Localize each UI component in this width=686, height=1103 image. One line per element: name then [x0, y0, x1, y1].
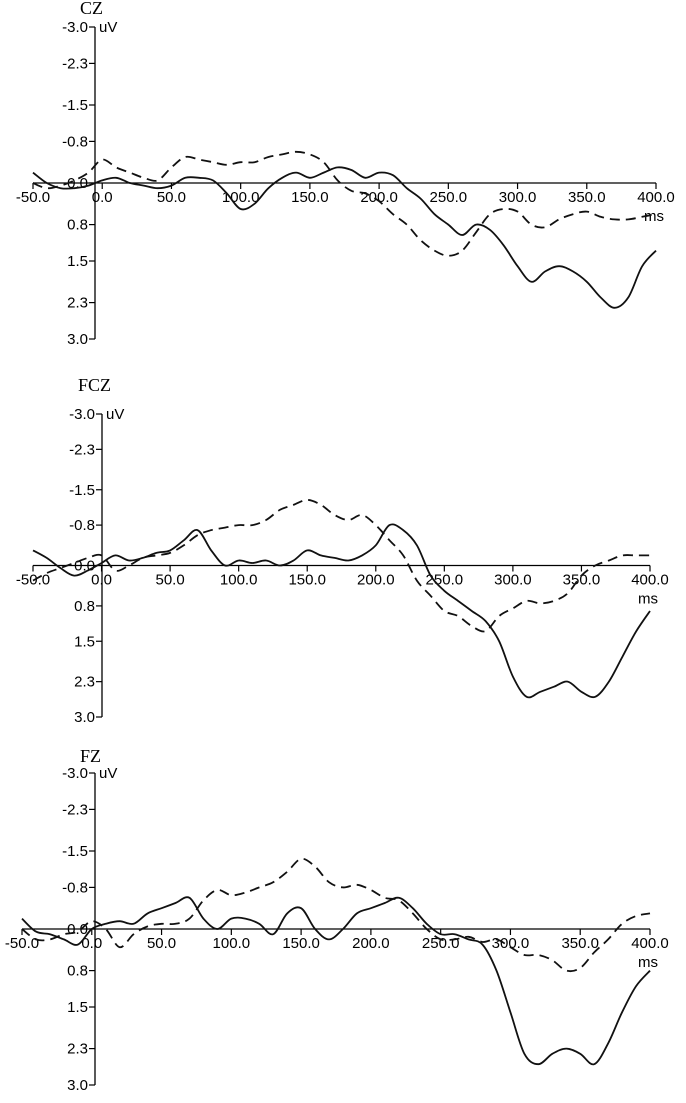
x-tick-label: -50.0: [5, 935, 39, 952]
y-tick-label: -1.5: [62, 843, 88, 860]
x-tick-label: 50.0: [157, 189, 186, 206]
erp-panel-cz: CZ-3.0-2.3-1.5-0.80.00.81.52.33.0-50.0 0.…: [16, 0, 675, 348]
x-tick-label: 150.0: [282, 935, 320, 952]
y-tick-label: -2.3: [69, 441, 95, 458]
x-unit-label: ms: [638, 591, 658, 608]
dashed-waveform: [32, 498, 650, 633]
solid-waveform: [21, 896, 651, 1066]
x-tick-label: 250.0: [430, 189, 468, 206]
x-tick-label: 350.0: [563, 572, 601, 589]
y-tick-label: -2.3: [62, 801, 88, 818]
dashed-waveform: [21, 857, 651, 973]
y-tick-label: -0.8: [69, 517, 95, 534]
x-tick-label: 100.0: [220, 572, 258, 589]
x-tick-label: 400.0: [637, 189, 675, 206]
y-tick-label: 2.3: [67, 1041, 88, 1058]
x-tick-label: 300.0: [499, 189, 537, 206]
y-tick-label: 1.5: [74, 633, 95, 650]
x-tick-label: 250.0: [422, 935, 460, 952]
erp-panel-fz: FZ-3.0-2.3-1.5-0.80.00.81.52.33.0-50.0 0.…: [5, 746, 669, 1094]
x-tick-label: 100.0: [222, 189, 260, 206]
solid-waveform: [32, 166, 657, 309]
x-tick-label: 150.0: [291, 189, 329, 206]
y-tick-label: 2.3: [74, 674, 95, 691]
y-tick-label: 0.8: [67, 963, 88, 980]
x-unit-label: ms: [638, 954, 658, 971]
y-tick-label: 1.5: [67, 253, 88, 270]
x-tick-label: 300.0: [494, 572, 532, 589]
x-tick-label: 0.0: [81, 935, 102, 952]
y-tick-label: -1.5: [62, 97, 88, 114]
x-tick-label: 100.0: [213, 935, 251, 952]
y-tick-label: 0.8: [74, 598, 95, 615]
x-unit-label: ms: [644, 208, 664, 225]
y-tick-label: 3.0: [67, 1077, 88, 1094]
dashed-waveform: [32, 150, 657, 257]
x-tick-label: 50.0: [147, 935, 176, 952]
x-tick-label: 200.0: [357, 572, 395, 589]
y-tick-label: 0.8: [67, 217, 88, 234]
x-tick-label: 200.0: [352, 935, 390, 952]
channel-title: CZ: [80, 0, 103, 18]
y-unit-label: uV: [99, 19, 117, 36]
x-tick-label: 400.0: [631, 572, 669, 589]
x-tick-label: 400.0: [631, 935, 669, 952]
x-tick-label: 50.0: [156, 572, 185, 589]
x-tick-label: 150.0: [288, 572, 326, 589]
x-tick-label: 200.0: [360, 189, 398, 206]
x-tick-label: -50.0: [16, 189, 50, 206]
y-tick-label: -3.0: [62, 19, 88, 36]
y-tick-label: -1.5: [69, 482, 95, 499]
y-tick-label: 3.0: [67, 331, 88, 348]
channel-title: FZ: [80, 746, 101, 766]
x-tick-label: 0.0: [92, 189, 113, 206]
y-unit-label: uV: [106, 406, 124, 423]
y-tick-label: -2.3: [62, 55, 88, 72]
solid-waveform: [32, 523, 651, 699]
y-tick-label: 2.3: [67, 295, 88, 312]
y-tick-label: -3.0: [69, 406, 95, 423]
y-tick-label: 0.0: [67, 175, 88, 192]
y-tick-label: -0.8: [62, 879, 88, 896]
y-tick-label: -3.0: [62, 765, 88, 782]
x-tick-label: 300.0: [492, 935, 530, 952]
y-tick-label: 1.5: [67, 999, 88, 1016]
channel-title: FCZ: [78, 375, 111, 395]
y-unit-label: uV: [99, 765, 117, 782]
x-tick-label: 350.0: [568, 189, 606, 206]
y-tick-label: -0.8: [62, 133, 88, 150]
erp-panel-fcz: FCZ-3.0-2.3-1.5-0.80.00.81.52.33.0-50.0 0…: [16, 375, 669, 726]
x-tick-label: 350.0: [561, 935, 599, 952]
y-tick-label: 3.0: [74, 709, 95, 726]
x-tick-label: 250.0: [426, 572, 464, 589]
x-tick-label: 0.0: [91, 572, 112, 589]
